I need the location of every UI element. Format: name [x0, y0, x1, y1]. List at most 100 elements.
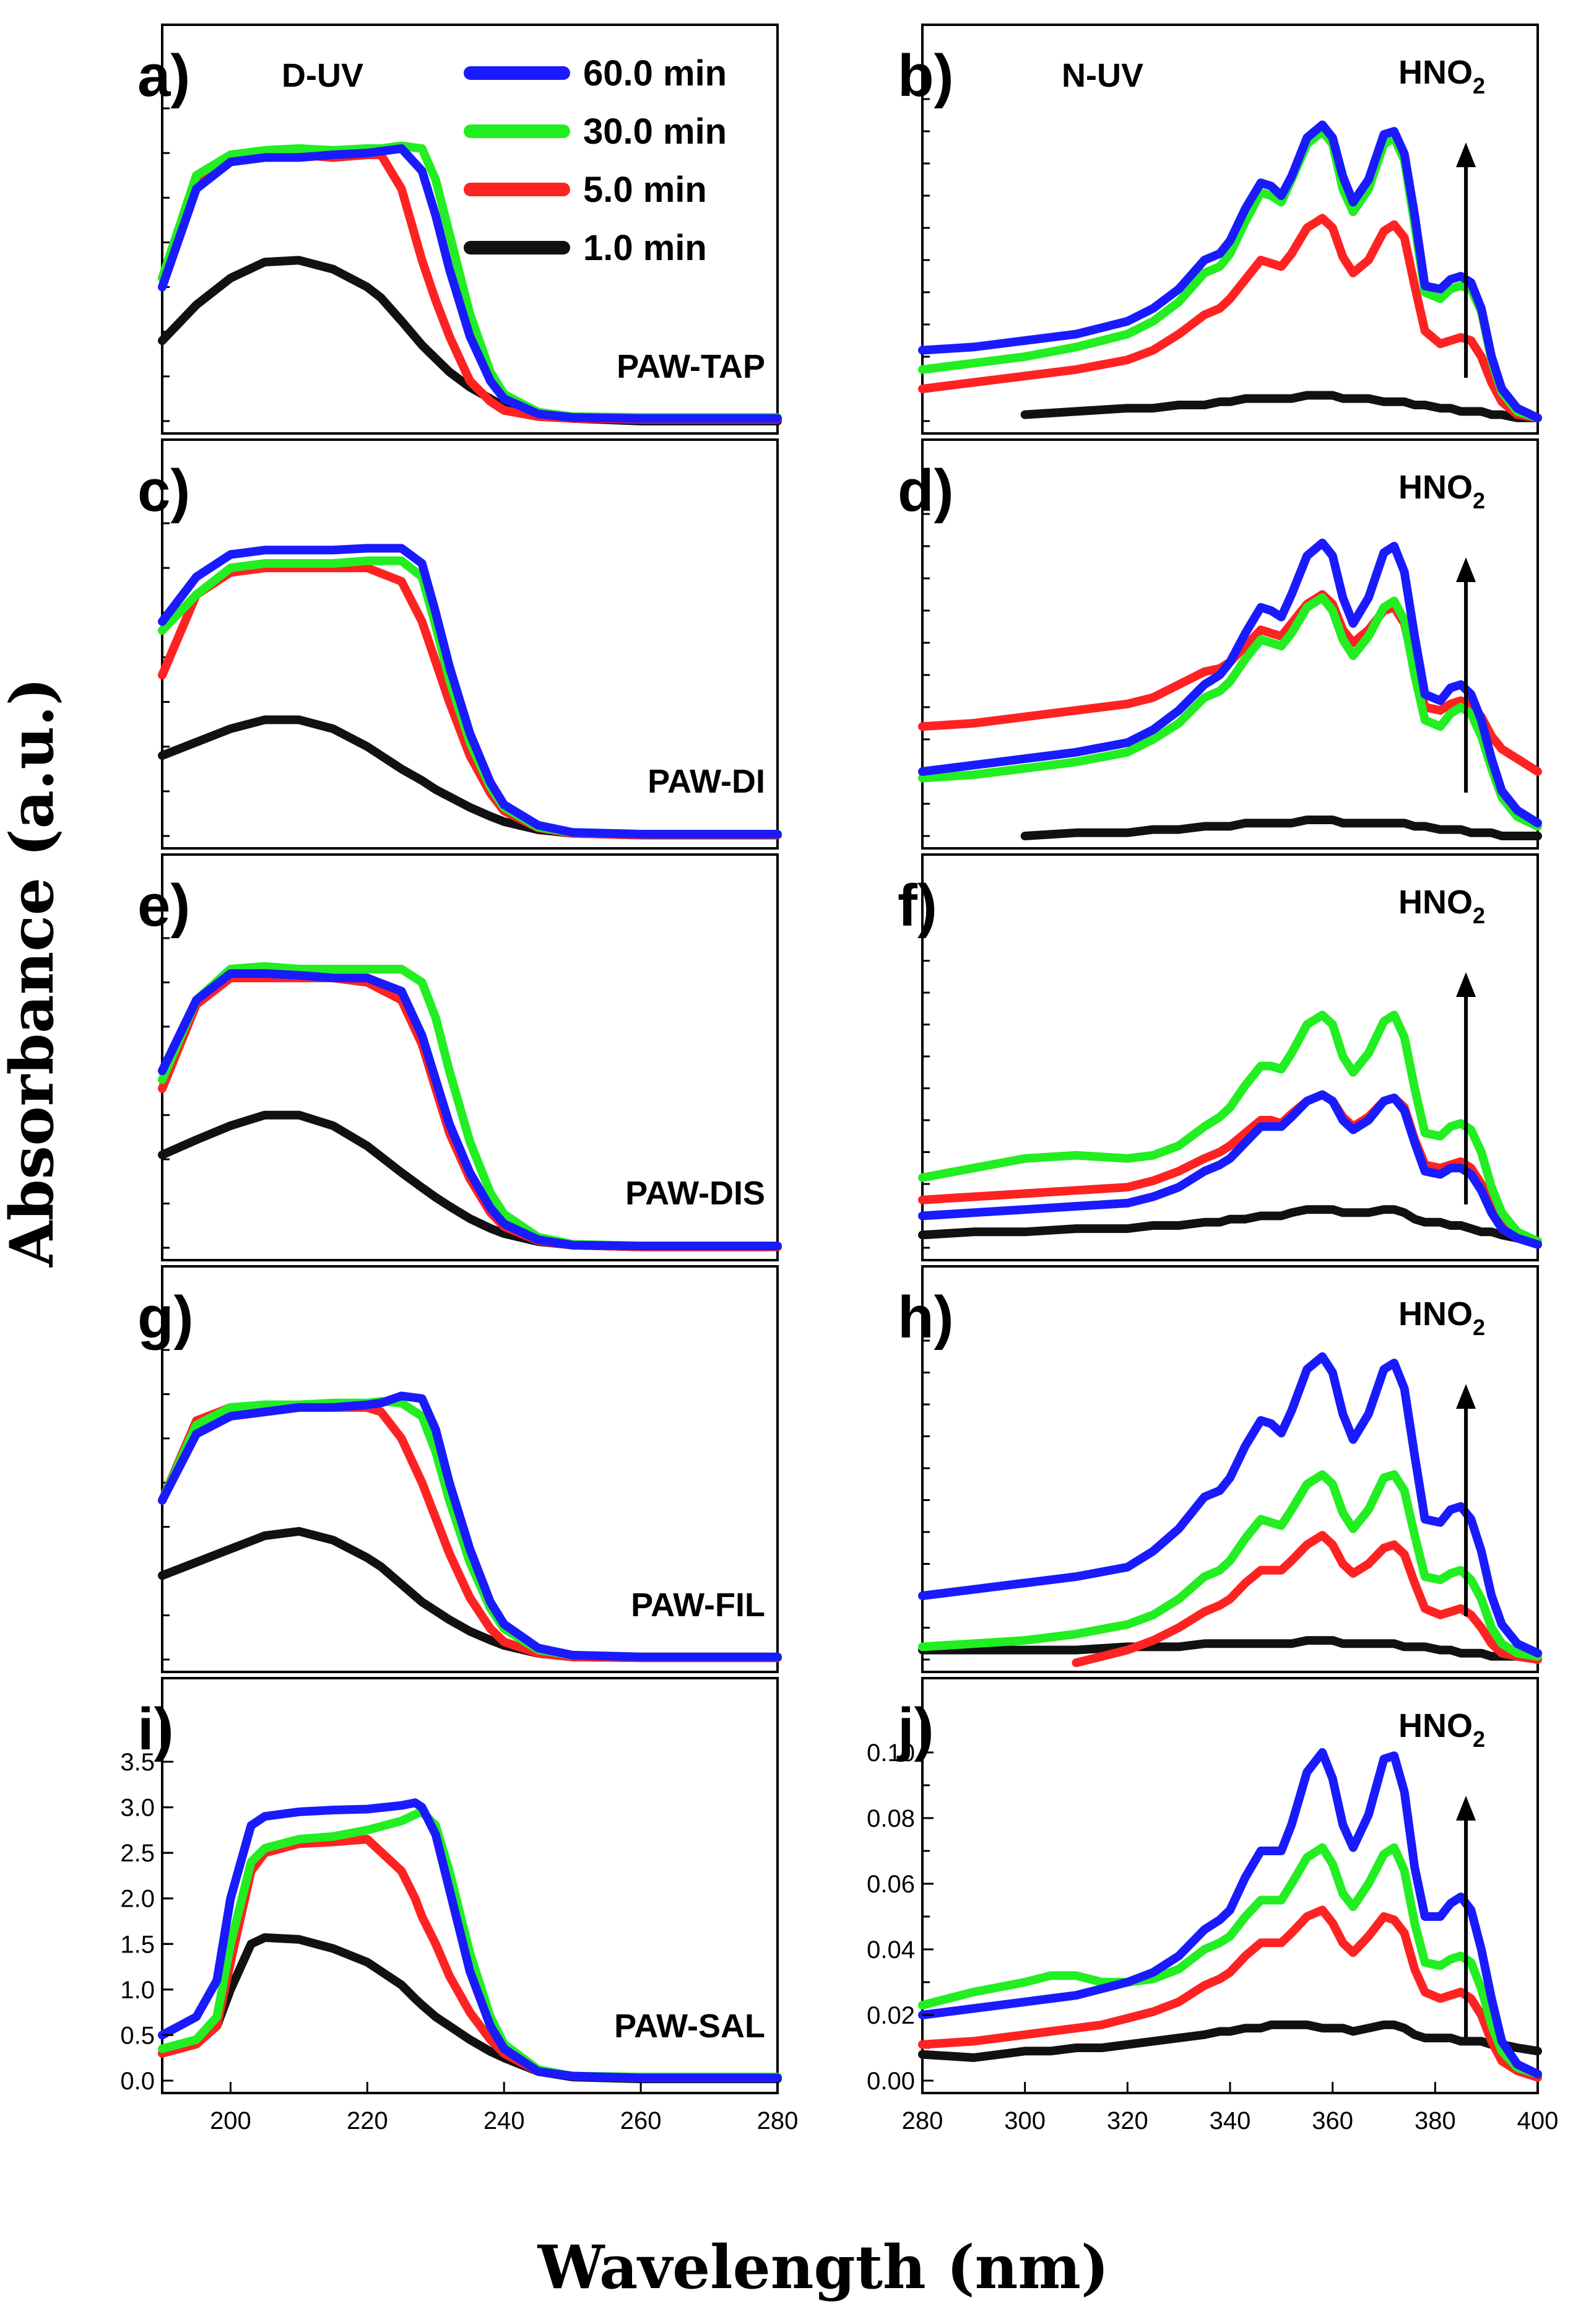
series-line-60-0-min — [158, 544, 782, 839]
x-tick-label: 320 — [1107, 2107, 1148, 2135]
legend-entry-1: 1.0 min — [464, 228, 707, 268]
panel-i: i) PAW-SAL 0.0 0.5 1.0 1.5 2.0 2.5 3.0 3.5 200 220 2… — [120, 1677, 799, 2135]
increase-arrow-head — [1456, 1384, 1476, 1409]
panel-letter: d) — [898, 458, 954, 524]
species-subscript: 2 — [1473, 73, 1485, 98]
y-tick-label: 1.0 — [120, 1977, 155, 2004]
series-line-1-0-min — [918, 2020, 1542, 2062]
species-subscript: 2 — [1473, 488, 1485, 513]
series-line-60-0-min — [158, 969, 782, 1251]
panel-h: h) HNO2 — [898, 1265, 1542, 1673]
series-line-5-0-min — [1072, 1531, 1542, 1668]
legend-entry-30: 30.0 min — [464, 111, 727, 152]
x-tick-label: 400 — [1517, 2107, 1559, 2135]
panel-letter: a) — [137, 43, 190, 109]
x-tick-label: 380 — [1415, 2107, 1456, 2135]
y-tick-label: 1.5 — [120, 1931, 155, 1958]
x-axis-title: Wavelength (nm) — [537, 2232, 1109, 2302]
x-tick-label: 280 — [902, 2107, 943, 2135]
panel-letter: i) — [137, 1696, 174, 1762]
species-label: HNO2 — [1398, 884, 1485, 928]
panel-frame — [161, 24, 779, 435]
x-tick-label: 200 — [210, 2107, 251, 2135]
x-tick-label: 340 — [1210, 2107, 1251, 2135]
panel-letter: h) — [898, 1284, 954, 1351]
legend-entry-5: 5.0 min — [464, 170, 707, 210]
y-tick-label: 0.06 — [867, 1871, 915, 1898]
y-tick-label: 0.5 — [120, 2022, 155, 2049]
legend-label-60: 60.0 min — [583, 53, 727, 94]
panel-letter: f) — [898, 873, 937, 939]
y-tick-label: 0.10 — [867, 1739, 915, 1767]
panel-f: f) HNO2 — [898, 853, 1542, 1261]
y-tick-label: 2.0 — [120, 1886, 155, 1913]
species-subscript: 2 — [1473, 903, 1485, 928]
species-label: HNO2 — [1398, 469, 1485, 513]
panel-c: c) PAW-DI — [137, 438, 782, 850]
panel-g: g) PAW-FIL — [137, 1265, 782, 1673]
series-line-1-0-min — [918, 1636, 1542, 1661]
series-line-60-0-min — [918, 1748, 1542, 2079]
series-line-60-0-min — [918, 1352, 1542, 1658]
panel-frame — [161, 438, 779, 850]
panel-frame — [161, 1265, 779, 1673]
legend-label-5: 5.0 min — [583, 170, 707, 210]
species-label: HNO2 — [1398, 1707, 1485, 1752]
series-line-5-0-min — [918, 1905, 1542, 2082]
panel-d: d) HNO2 — [898, 438, 1542, 850]
sample-label: PAW-DIS — [625, 1175, 765, 1212]
x-tick-label: 360 — [1312, 2107, 1353, 2135]
species-label: HNO2 — [1398, 1295, 1485, 1340]
panel-frame — [921, 24, 1539, 435]
x-tick-label: 220 — [347, 2107, 388, 2135]
x-tick-label: 280 — [757, 2107, 799, 2135]
increase-arrow-head — [1456, 972, 1476, 997]
sample-label: PAW-SAL — [614, 2008, 765, 2045]
y-tick-label: 3.0 — [120, 1795, 155, 1822]
increase-arrow-head — [1456, 557, 1476, 582]
panel-letter: e) — [137, 873, 190, 939]
legend-label-30: 30.0 min — [583, 111, 727, 152]
panel-frame — [161, 1677, 779, 2094]
x-tick-label: 300 — [1004, 2107, 1046, 2135]
species-subscript: 2 — [1473, 1726, 1485, 1752]
sample-label: PAW-FIL — [631, 1586, 765, 1624]
sample-label: PAW-TAP — [617, 348, 765, 385]
increase-arrow-head — [1456, 142, 1476, 167]
left-column-header: D-UV — [282, 57, 363, 94]
panel-j: j) HNO2 0.00 0.02 0.04 0.06 0.08 0.10 280 300 320 3… — [867, 1677, 1559, 2135]
legend-entry-60: 60.0 min — [464, 53, 727, 94]
series-line-60-0-min — [158, 144, 782, 423]
right-column-header: N-UV — [1062, 57, 1143, 94]
species-label: HNO2 — [1398, 54, 1485, 98]
series-line-1-0-min — [1020, 391, 1542, 422]
panels-layer: a) PAW-TAP b) HNO2 c) PAW-DI d) HNO2 e) PAW-DIS f)… — [120, 24, 1559, 2135]
panel-letter: j) — [896, 1696, 934, 1762]
y-tick-label: 2.5 — [120, 1840, 155, 1867]
panel-letter: b) — [898, 43, 954, 109]
series-line-60-0-min — [158, 1798, 782, 2082]
y-tick-label: 0.02 — [867, 2002, 915, 2029]
panel-frame — [161, 853, 779, 1261]
y-tick-label: 3.5 — [120, 1749, 155, 1776]
panel-letter: c) — [137, 458, 190, 524]
panel-frame — [921, 438, 1539, 850]
legend-label-1: 1.0 min — [583, 228, 707, 268]
y-tick-label: 0.00 — [867, 2068, 915, 2095]
y-tick-label: 0.08 — [867, 1805, 915, 1832]
x-tick-label: 240 — [483, 2107, 525, 2135]
increase-arrow-head — [1456, 1796, 1476, 1821]
y-axis-title: Absorbance (a.u.) — [0, 677, 67, 1268]
panel-letter: g) — [137, 1284, 194, 1351]
series-line-30-0-min — [918, 1470, 1542, 1661]
panel-e: e) PAW-DIS — [137, 853, 782, 1261]
x-tick-label: 260 — [620, 2107, 662, 2135]
y-tick-label: 0.0 — [120, 2068, 155, 2095]
legend: 60.0 min 30.0 min 5.0 min 1.0 min — [464, 53, 727, 268]
series-line-1-0-min — [918, 1205, 1542, 1246]
sample-label: PAW-DI — [648, 763, 765, 800]
panel-a: a) PAW-TAP — [137, 24, 782, 435]
series-line-1-0-min — [1020, 816, 1542, 840]
series-line-60-0-min — [158, 1391, 782, 1661]
